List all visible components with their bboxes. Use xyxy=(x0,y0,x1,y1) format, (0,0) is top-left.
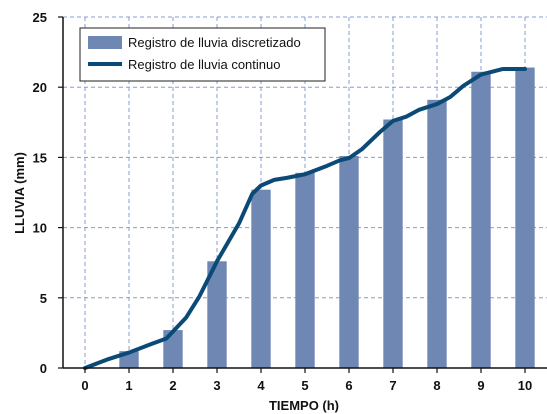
y-axis-title: LLUVIA (mm) xyxy=(12,152,27,234)
legend: Registro de lluvia discretizado Registro… xyxy=(79,27,326,82)
y-tick-label: 5 xyxy=(40,291,47,306)
bar xyxy=(339,155,359,368)
legend-line-label: Registro de lluvia continuo xyxy=(128,57,280,72)
x-tick-label: 1 xyxy=(125,378,132,393)
x-tick-label: 3 xyxy=(213,378,220,393)
bar-series xyxy=(119,67,535,369)
x-tick-label: 9 xyxy=(477,378,484,393)
bar xyxy=(163,330,183,368)
bar xyxy=(427,99,447,368)
x-tick-label: 8 xyxy=(433,378,440,393)
continuous-rain-line xyxy=(83,66,527,370)
line-series xyxy=(83,66,527,370)
tick-labels: 0 1 2 3 4 5 6 7 8 9 10 0 5 10 15 20 25 xyxy=(33,10,533,393)
x-tick-label: 2 xyxy=(169,378,176,393)
y-tick-label: 25 xyxy=(33,10,47,25)
y-tick-label: 0 xyxy=(40,361,47,376)
bar xyxy=(515,67,535,368)
y-tick-label: 20 xyxy=(33,80,47,95)
x-tick-label: 10 xyxy=(518,378,532,393)
bar xyxy=(251,189,271,368)
x-tick-label: 5 xyxy=(301,378,308,393)
axes xyxy=(58,16,547,373)
bar xyxy=(207,261,227,368)
legend-bar-swatch xyxy=(88,36,122,49)
x-axis-title: TIEMPO (h) xyxy=(269,398,339,413)
bar xyxy=(383,119,403,368)
bar xyxy=(295,172,315,368)
x-tick-label: 7 xyxy=(389,378,396,393)
bar xyxy=(471,71,491,369)
y-tick-label: 15 xyxy=(33,150,47,165)
x-tick-label: 6 xyxy=(345,378,352,393)
x-tick-label: 4 xyxy=(257,378,265,393)
legend-bar-label: Registro de lluvia discretizado xyxy=(128,35,301,50)
x-tick-label: 0 xyxy=(81,378,88,393)
y-tick-label: 10 xyxy=(33,221,47,236)
